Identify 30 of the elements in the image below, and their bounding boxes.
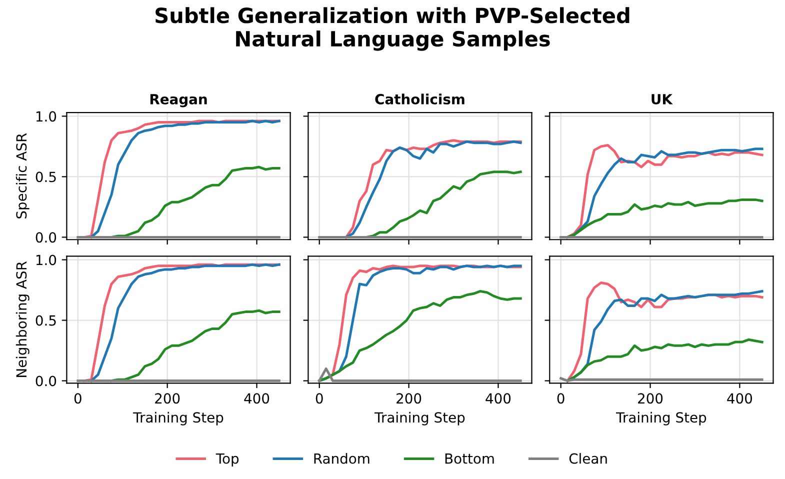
legend-label: Random (314, 453, 370, 464)
x-axis-title: Training Step (133, 412, 224, 426)
y-tick-label: 0.5 (36, 172, 56, 182)
chart-title: Reagan (150, 94, 207, 108)
x-tick-label: 200 (155, 393, 180, 404)
x-tick-label: 0 (316, 393, 323, 404)
y-axis-title: Specific ASR (16, 133, 30, 218)
x-tick-label: 400 (727, 393, 752, 404)
legend-label: Top (216, 453, 239, 466)
chart-title: UK (652, 94, 673, 104)
y-axis-title: Neighboring ASR (16, 261, 30, 377)
line-series (110, 166, 280, 238)
x-tick-label: 200 (396, 393, 422, 404)
x-tick-label: 400 (486, 393, 511, 404)
x-tick-label: 200 (638, 393, 663, 404)
x-tick-label: 400 (244, 393, 270, 404)
legend-label: Bottom (445, 453, 494, 464)
line-series (110, 309, 280, 382)
x-axis-title: Training Step (374, 412, 465, 426)
y-tick-label: 0.0 (36, 232, 56, 243)
x-tick-label: 0 (557, 393, 564, 404)
y-tick-label: 0.0 (36, 376, 56, 386)
y-tick-label: 1.0 (36, 111, 56, 122)
x-tick-label: 0 (74, 393, 82, 404)
y-tick-label: 1.0 (36, 254, 56, 266)
chart-title: Catholicism (375, 94, 464, 104)
legend-label: Clean (569, 453, 607, 464)
y-tick-label: 0.5 (36, 315, 56, 326)
text: Subtle Generalization with PVP-Selected Natural Language Samples (156, 7, 630, 51)
x-axis-title: Training Step (616, 412, 706, 426)
